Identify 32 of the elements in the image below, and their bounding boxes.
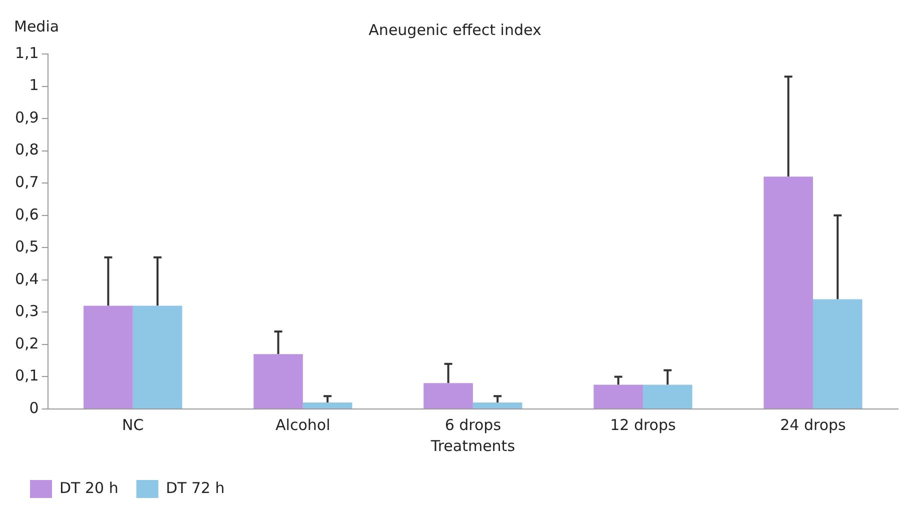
y-tick-label: 0,4 [14,270,39,288]
bar [594,384,643,408]
bar [84,306,133,408]
y-tick-label: 1,1 [14,44,39,62]
y-tick-label: 0,9 [14,108,39,126]
x-axis-title: Treatments [430,436,516,455]
y-tick-label: 0 [29,398,39,417]
legend-label: DT 72 h [166,478,225,497]
bar [764,176,813,408]
x-tick-label: Alcohol [276,416,330,434]
bar [812,299,862,408]
y-tick-label: 0,7 [14,172,39,191]
y-tick-label: 0,3 [14,302,39,320]
x-tick-label: 12 drops [610,416,676,434]
y-tick-label: 0,8 [14,140,39,159]
bar [642,384,692,408]
y-tick-label: 0,1 [14,366,39,385]
bar [302,402,352,408]
y-tick-label: 0,6 [14,205,39,224]
bar [254,354,303,408]
x-tick-label: 24 drops [780,416,846,434]
chart-title: Aneugenic effect index [368,20,542,39]
y-tick-label: 1 [29,76,39,94]
x-tick-label: 6 drops [444,416,502,434]
y-axis-title: Media [14,17,60,36]
y-tick-label: 0,2 [14,334,39,352]
bar [132,306,182,408]
legend-label: DT 20 h [60,478,118,497]
bar [472,402,522,408]
bar [424,383,473,408]
x-tick-label: NC [122,416,144,434]
y-tick-label: 0,5 [14,238,39,256]
